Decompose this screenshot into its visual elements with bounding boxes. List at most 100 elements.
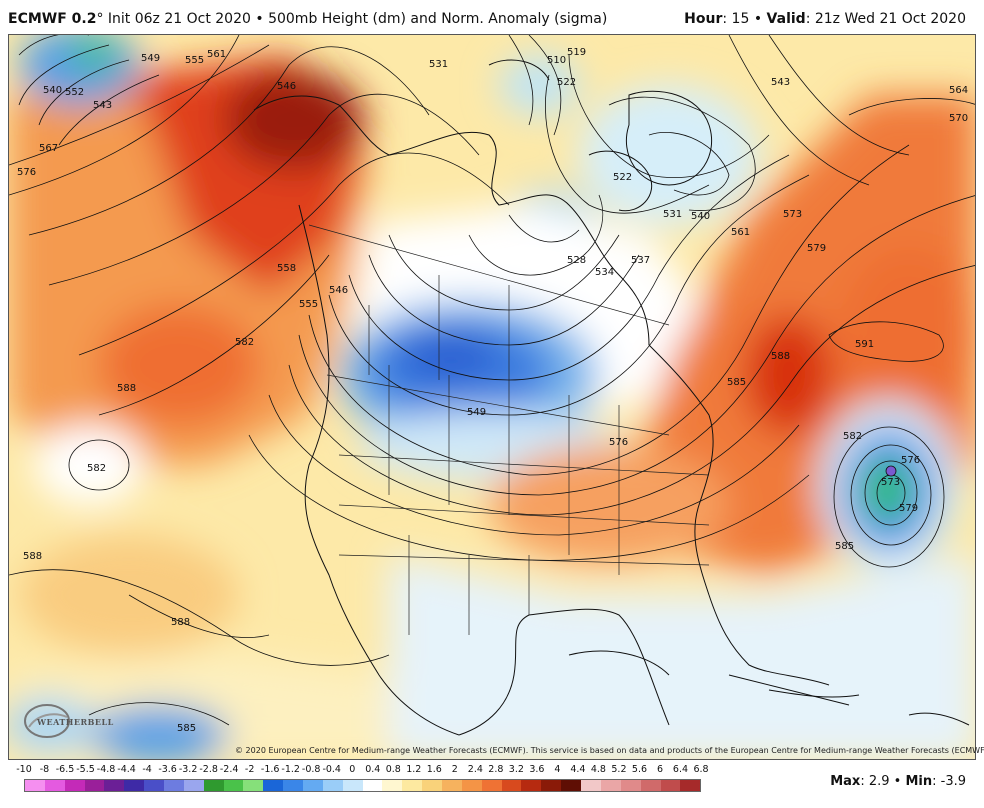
legend-tick-label: 1.6: [426, 764, 442, 775]
legend-tick-label: -5.5: [76, 764, 95, 775]
legend-tick-label: 4: [554, 764, 561, 775]
legend-tick-label: 5.6: [631, 764, 648, 775]
legend-tick-label: 0: [349, 764, 356, 775]
legend-color-cell: [362, 780, 383, 791]
legend-tick-label: 0.8: [385, 764, 401, 775]
degree-symbol: °: [96, 11, 104, 27]
contour-label: 561: [731, 227, 750, 238]
contour-label: 588: [23, 551, 42, 562]
contour-label: 540: [691, 211, 710, 222]
contour-labels: 531 549 555 561 546 543 552 540 567 576 …: [17, 47, 968, 734]
product-name: 500mb Height (dm) and Norm. Anomaly (sig…: [268, 11, 608, 27]
color-legend: -10 -8 -6.5 -5.5 -4.8 -4.4 -4 -3.6 -3.2 -2.8 -2.4-…: [14, 762, 714, 802]
legend-color-cell: [243, 780, 264, 791]
min-label: Min: [905, 774, 933, 789]
contour-label: 564: [949, 85, 968, 96]
coastlines: [253, 59, 970, 736]
init-time: Init 06z 21 Oct 2020: [107, 11, 251, 27]
legend-color-cell: [680, 780, 701, 791]
weather-map[interactable]: 531 549 555 561 546 543 552 540 567 576 …: [8, 34, 976, 760]
legend-tick-label: -10: [16, 764, 32, 775]
contour-label: 588: [771, 351, 790, 362]
title-bullet: •: [255, 11, 264, 27]
contour-label: 576: [609, 437, 628, 448]
legend-colorbar: [24, 779, 701, 792]
storm-center-marker: [885, 465, 897, 477]
legend-tick-label: 5.2: [611, 764, 627, 775]
contour-label: 561: [207, 49, 226, 60]
legend-tick-label: -6.5: [55, 764, 75, 775]
legend-tick-label: -1.2: [281, 764, 300, 775]
contour-label: 585: [835, 541, 854, 552]
legend-tick-label: 2.4: [467, 764, 483, 775]
contour-label: 543: [93, 100, 112, 111]
hour-label: Hour: [684, 11, 723, 27]
legend-color-cell: [223, 780, 244, 791]
legend-color-cell: [164, 780, 184, 791]
legend-tick-label: 4.8: [590, 764, 606, 775]
contour-label: 555: [185, 55, 204, 66]
legend-tick-label: -1.6: [260, 764, 280, 775]
map-canvas: 531 549 555 561 546 543 552 540 567 576 …: [9, 35, 975, 759]
legend-color-cell: [481, 780, 502, 791]
legend-tick-label: 0.4: [365, 764, 381, 775]
legend-color-cell: [303, 780, 323, 791]
legend-tick-label: -4.8: [96, 764, 116, 775]
legend-color-cell: [600, 780, 621, 791]
weatherbell-logo-text: WEATHERBELL: [37, 717, 114, 727]
legend-tick-label: -8: [39, 764, 50, 775]
legend-tick-label: 6: [656, 764, 663, 775]
legend-color-cell: [322, 780, 343, 791]
legend-color-cell: [541, 780, 562, 791]
weatherbell-logo-icon: [24, 704, 70, 738]
contour-label: 555: [299, 299, 318, 310]
legend-tick-label: 3.6: [529, 764, 545, 775]
contour-label: 549: [467, 407, 486, 418]
legend-color-cell: [640, 780, 661, 791]
contour-label: 510: [547, 55, 566, 66]
stats-separator: •: [893, 774, 902, 789]
legend-color-cell: [501, 780, 522, 791]
legend-color-cell: [263, 780, 284, 791]
legend-color-cell: [44, 780, 65, 791]
contour-label: 540: [43, 85, 62, 96]
time-bullet: •: [753, 11, 763, 27]
contour-label: 528: [567, 255, 586, 266]
legend-tick-label: -0.4: [322, 764, 341, 775]
legend-color-cell: [183, 780, 204, 791]
legend-ticks: -10 -8 -6.5 -5.5 -4.8 -4.4 -4 -3.6 -3.2 -2.8 -2.4-…: [14, 764, 714, 776]
valid-value: : 21z Wed 21 Oct 2020: [805, 11, 966, 27]
max-label: Max: [830, 774, 861, 789]
legend-color-cell: [581, 780, 601, 791]
max-value: : 2.9: [860, 774, 890, 789]
legend-color-cell: [382, 780, 403, 791]
contour-label: 573: [881, 477, 900, 488]
contour-label: 543: [771, 77, 790, 88]
legend-color-cell: [521, 780, 542, 791]
contour-label: 582: [87, 463, 106, 474]
anomaly-shading: [9, 35, 975, 759]
legend-color-cell: [203, 780, 224, 791]
contour-label: 570: [949, 113, 968, 124]
max-min-stats: Max: 2.9 • Min: -3.9: [830, 774, 966, 789]
legend-color-cell: [561, 780, 582, 791]
legend-color-cell: [144, 780, 165, 791]
legend-tick-label: -0.8: [301, 764, 321, 775]
legend-color-cell: [422, 780, 443, 791]
contour-label: 534: [595, 267, 614, 278]
legend-tick-label: -2: [244, 764, 255, 775]
legend-color-cell: [25, 780, 45, 791]
hour-value: : 15: [722, 11, 750, 27]
legend-color-cell: [442, 780, 462, 791]
contour-label: 546: [329, 285, 348, 296]
contour-label: 552: [65, 87, 84, 98]
min-value: : -3.9: [932, 774, 966, 789]
contour-label: 576: [17, 167, 36, 178]
valid-label: Valid: [766, 11, 806, 27]
contour-label: 582: [843, 431, 862, 442]
legend-tick-label: 6.4: [672, 764, 689, 775]
legend-color-cell: [620, 780, 641, 791]
legend-color-cell: [64, 780, 85, 791]
contour-label: 537: [631, 255, 650, 266]
legend-color-cell: [402, 780, 423, 791]
